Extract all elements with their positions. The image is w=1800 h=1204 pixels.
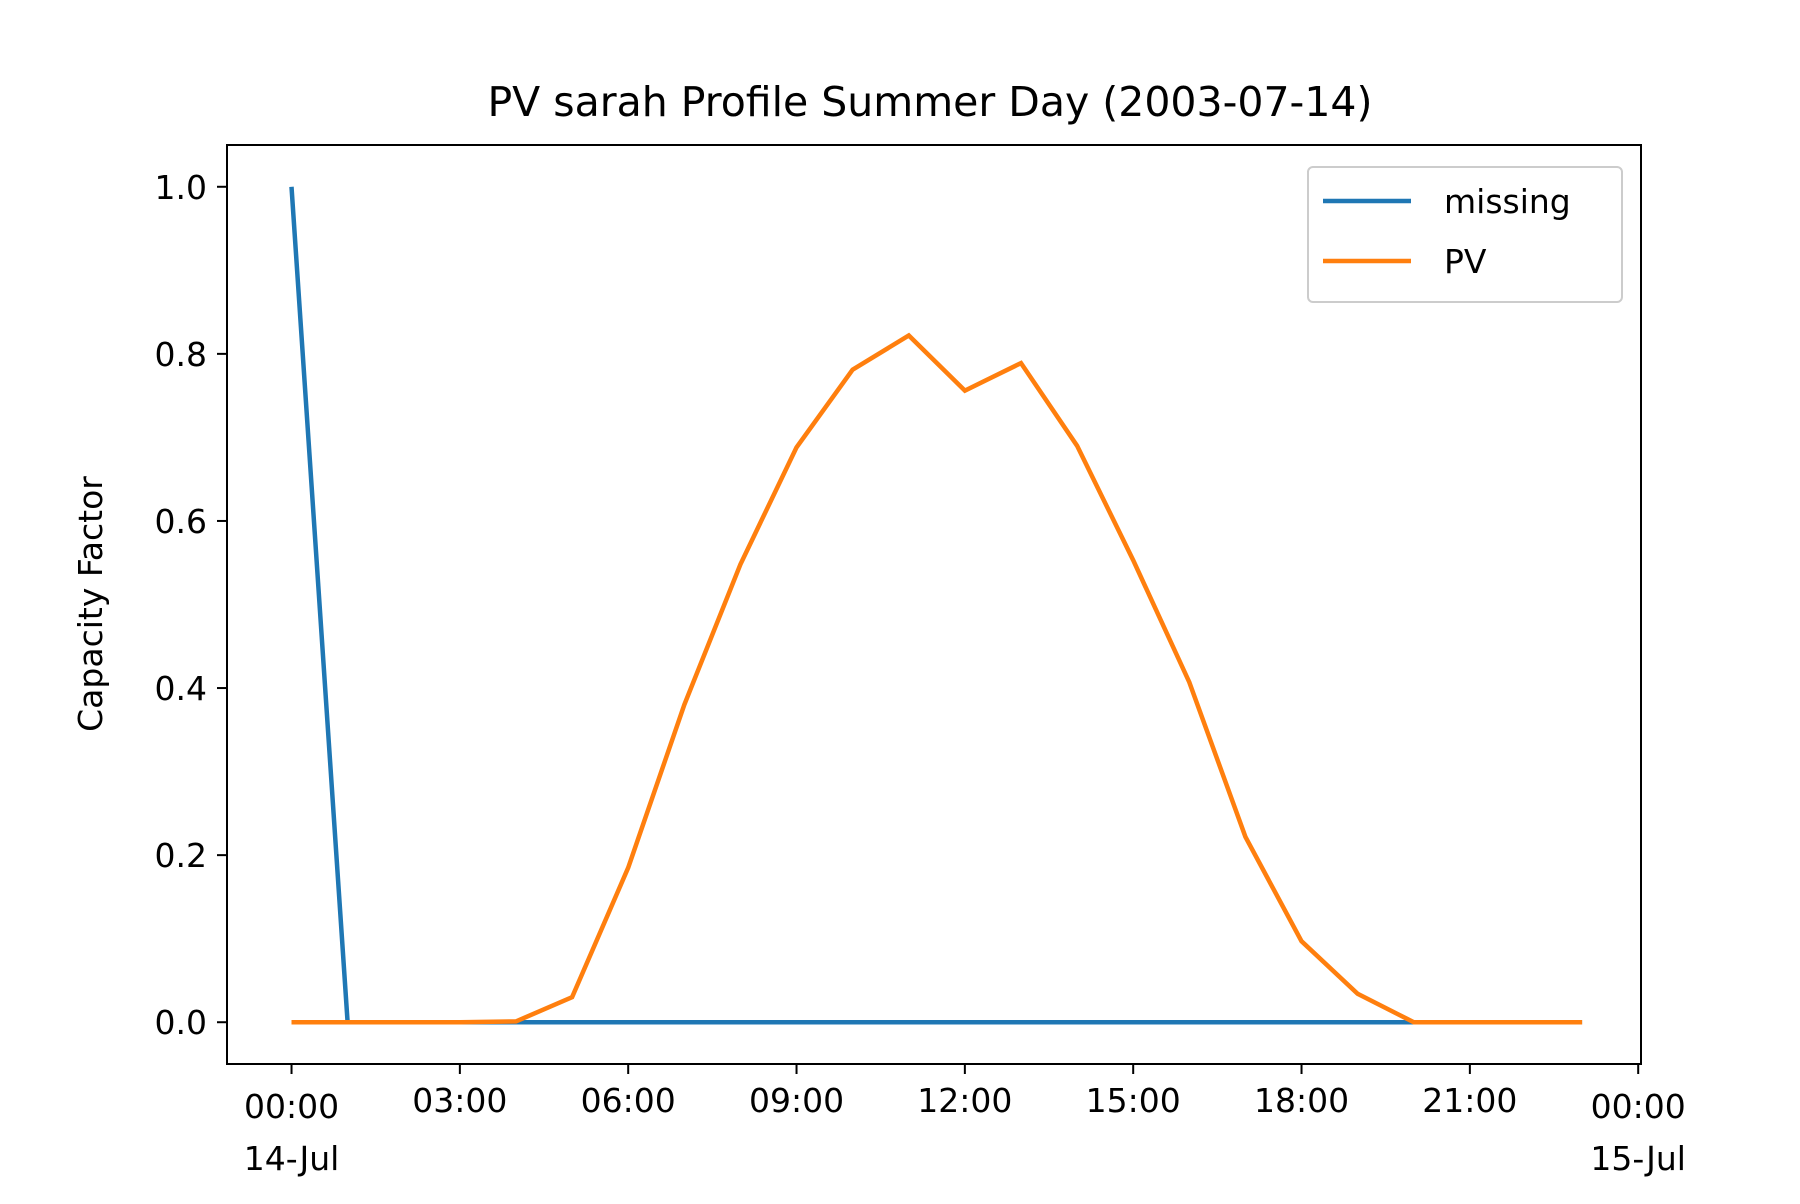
x-tick-date-label: 14-Jul [244, 1139, 340, 1178]
y-tick-label: 0.0 [155, 1003, 207, 1042]
x-tick-label: 00:00 [1591, 1087, 1686, 1126]
legend: missing PV [1307, 166, 1623, 303]
y-tick-label: 1.0 [155, 168, 207, 207]
y-tick-label: 0.4 [155, 669, 207, 708]
x-tick-label: 15:00 [1086, 1081, 1181, 1120]
series-line-missing [289, 186, 1583, 1025]
legend-label-missing: missing [1444, 182, 1571, 221]
y-tick-label: 0.8 [155, 335, 207, 374]
x-tick-label: 21:00 [1422, 1081, 1517, 1120]
series-lines [289, 186, 1583, 1025]
x-tick-date-label: 15-Jul [1590, 1139, 1686, 1178]
legend-label-pv: PV [1444, 242, 1487, 281]
x-axis-ticks: 00:00 14-Jul 03:00 06:00 09:00 12:00 15:00 18:0… [244, 1064, 1686, 1178]
y-axis-label: Capacity Factor [71, 476, 110, 732]
x-tick-label: 06:00 [581, 1081, 676, 1120]
x-tick-label: 12:00 [917, 1081, 1012, 1120]
x-tick-label: 09:00 [749, 1081, 844, 1120]
x-tick-label: 03:00 [412, 1081, 507, 1120]
series-line-pv [291, 332, 1583, 1025]
x-tick-label: 18:00 [1254, 1081, 1349, 1120]
chart-title: PV sarah Profile Summer Day (2003-07-14) [487, 78, 1372, 126]
y-tick-label: 0.2 [155, 836, 207, 875]
y-tick-label: 0.6 [155, 502, 207, 541]
y-axis-ticks: 0.0 0.2 0.4 0.6 0.8 1.0 [155, 168, 227, 1042]
plot-area [226, 144, 1642, 1065]
x-tick-label: 00:00 [244, 1087, 339, 1126]
